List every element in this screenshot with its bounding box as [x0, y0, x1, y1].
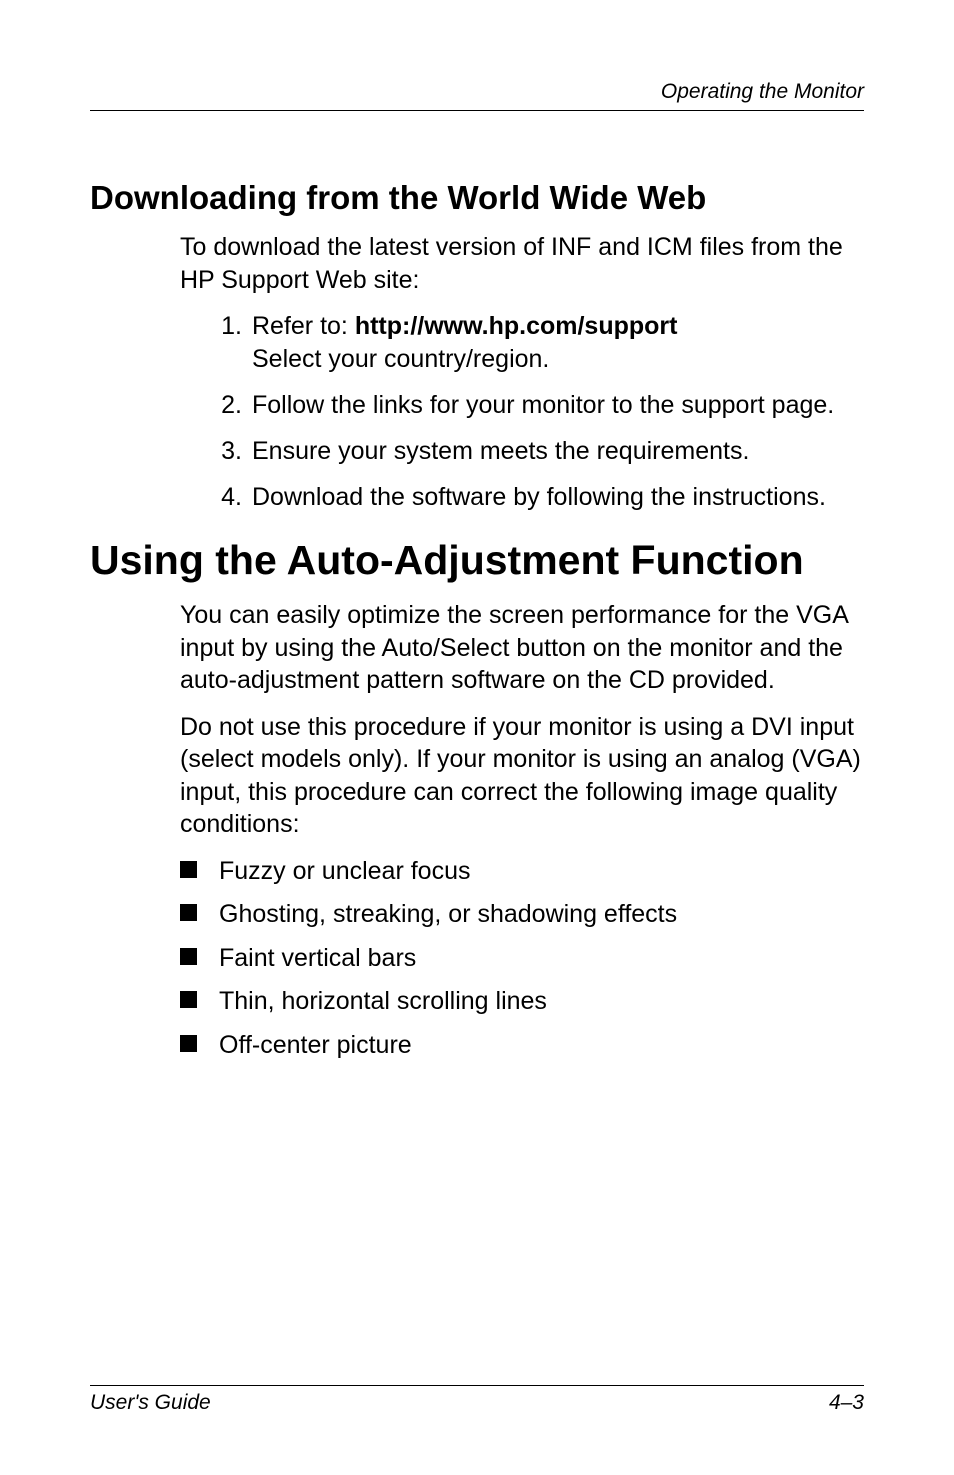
step-number: 1.: [210, 310, 242, 376]
step-number: 3.: [210, 435, 242, 468]
bullet-icon: [180, 1035, 197, 1052]
footer-left-text: User's Guide: [90, 1391, 211, 1415]
list-item: 1. Refer to: http://www.hp.com/support S…: [210, 310, 864, 376]
page-footer: User's Guide 4–3: [90, 1385, 864, 1415]
download-steps-list: 1. Refer to: http://www.hp.com/support S…: [210, 310, 864, 514]
step-number: 4.: [210, 481, 242, 514]
header-title: Operating the Monitor: [661, 80, 864, 103]
section2-para2: Do not use this procedure if your monito…: [180, 711, 864, 841]
list-item: Ghosting, streaking, or shadowing effect…: [180, 898, 864, 931]
step-content: Refer to: http://www.hp.com/support Sele…: [252, 310, 864, 376]
bullet-text: Off-center picture: [219, 1029, 864, 1062]
bullet-text: Faint vertical bars: [219, 942, 864, 975]
bullet-icon: [180, 948, 197, 965]
list-item: 4. Download the software by following th…: [210, 481, 864, 514]
step-number: 2.: [210, 389, 242, 422]
list-item: Faint vertical bars: [180, 942, 864, 975]
step-content: Ensure your system meets the requirement…: [252, 435, 864, 468]
step-content: Download the software by following the i…: [252, 481, 864, 514]
section2-para1: You can easily optimize the screen perfo…: [180, 599, 864, 697]
section-heading-auto-adjustment: Using the Auto-Adjustment Function: [90, 537, 864, 584]
page-header: Operating the Monitor: [90, 80, 864, 111]
bullet-text: Ghosting, streaking, or shadowing effect…: [219, 898, 864, 931]
footer-page-number: 4–3: [829, 1391, 864, 1415]
list-item: 2. Follow the links for your monitor to …: [210, 389, 864, 422]
bullet-icon: [180, 861, 197, 878]
step1-suffix: Select your country/region.: [252, 345, 549, 373]
conditions-list: Fuzzy or unclear focus Ghosting, streaki…: [180, 855, 864, 1062]
section-heading-downloading: Downloading from the World Wide Web: [90, 179, 864, 217]
step-content: Follow the links for your monitor to the…: [252, 389, 864, 422]
list-item: Thin, horizontal scrolling lines: [180, 985, 864, 1018]
step1-url: http://www.hp.com/support: [355, 312, 678, 340]
bullet-icon: [180, 991, 197, 1008]
section1-intro: To download the latest version of INF an…: [180, 231, 864, 296]
list-item: Off-center picture: [180, 1029, 864, 1062]
list-item: Fuzzy or unclear focus: [180, 855, 864, 888]
bullet-text: Thin, horizontal scrolling lines: [219, 985, 864, 1018]
list-item: 3. Ensure your system meets the requirem…: [210, 435, 864, 468]
bullet-icon: [180, 904, 197, 921]
step1-prefix: Refer to:: [252, 312, 355, 340]
bullet-text: Fuzzy or unclear focus: [219, 855, 864, 888]
